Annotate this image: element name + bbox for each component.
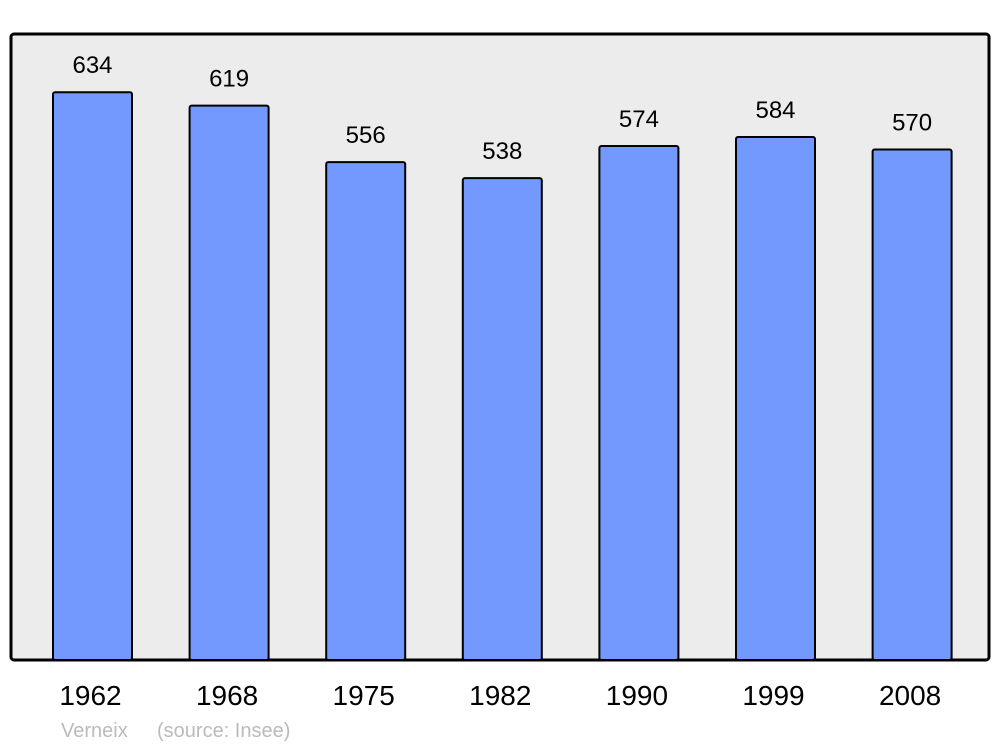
data-label-1962: 634	[72, 52, 112, 79]
data-label-1999: 584	[755, 97, 795, 124]
x-tick-label-1968: 1968	[196, 680, 258, 711]
bar-1968	[188, 104, 270, 662]
data-label-1990: 574	[619, 106, 659, 133]
x-tick-label-2008: 2008	[879, 680, 941, 711]
data-label-1968: 619	[209, 66, 249, 93]
bar-1982	[461, 177, 543, 661]
x-tick-label-1962: 1962	[59, 680, 121, 711]
x-tick-label-1975: 1975	[333, 680, 395, 711]
data-label-1982: 538	[482, 138, 522, 165]
x-tick-label-1999: 1999	[742, 680, 804, 711]
data-label-1975: 556	[346, 122, 386, 149]
footer-source: (source: Insee)	[157, 720, 290, 742]
data-label-2008: 570	[892, 110, 932, 137]
bar-1990	[598, 144, 680, 662]
bar-2008	[871, 148, 953, 661]
x-tick-label-1990: 1990	[606, 680, 668, 711]
footer-place: Verneix	[61, 720, 128, 742]
x-tick-label-1982: 1982	[469, 680, 531, 711]
bar-1975	[325, 161, 407, 662]
bar-1999	[735, 135, 816, 661]
bar-1962	[52, 91, 133, 661]
